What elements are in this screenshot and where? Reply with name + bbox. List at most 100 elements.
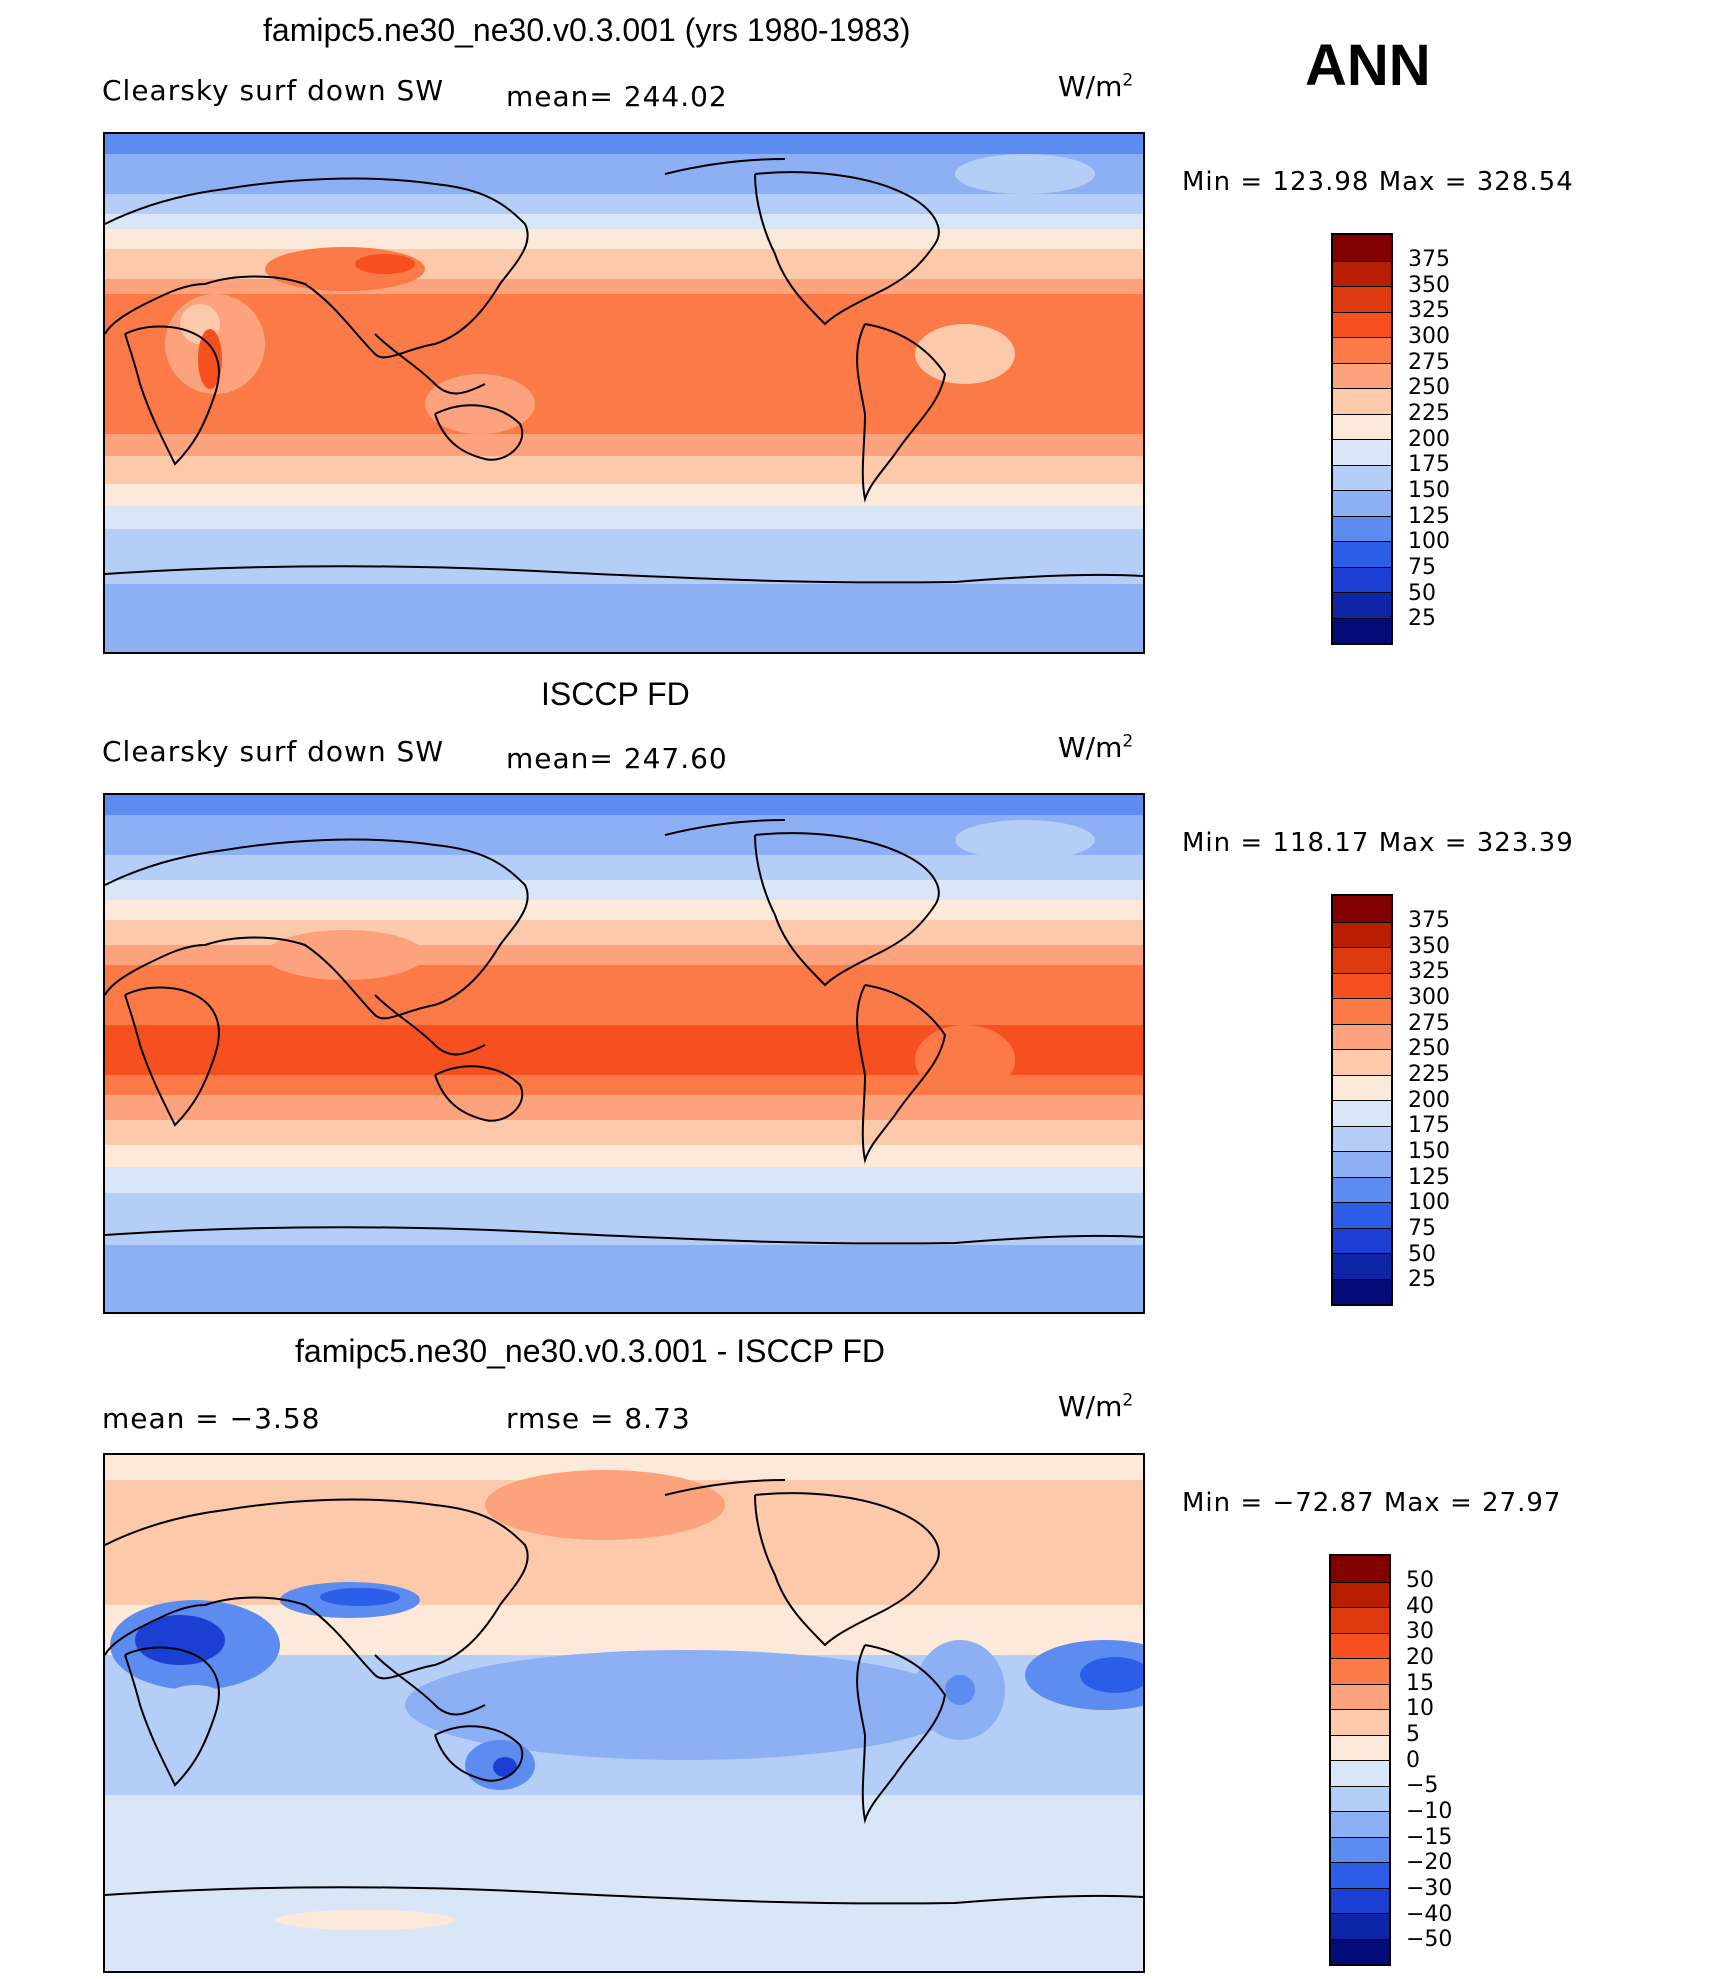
panel-2-tick: 225 <box>1408 1062 1450 1087</box>
panel-2-colorbar <box>1331 894 1393 1306</box>
panel-2-mean-label: mean= 247.60 <box>506 742 728 775</box>
colorbar-box <box>1333 566 1391 592</box>
panel-3-tick: 20 <box>1406 1645 1434 1670</box>
panel-1-tick: 125 <box>1408 504 1450 529</box>
panel-2-tick: 200 <box>1408 1088 1450 1113</box>
panel-3-minmax: Min = −72.87 Max = 27.97 <box>1182 1488 1562 1518</box>
panel-3-units: W/m2 <box>1058 1390 1134 1423</box>
panel-1-tick: 225 <box>1408 401 1450 426</box>
panel-3-tick: 5 <box>1406 1722 1420 1747</box>
colorbar-box <box>1331 1785 1389 1811</box>
colorbar-box <box>1331 1862 1389 1888</box>
panel-1-map <box>103 132 1145 654</box>
panel-2-minmax: Min = 118.17 Max = 323.39 <box>1182 828 1574 858</box>
colorbar-box <box>1333 1227 1391 1253</box>
colorbar-box <box>1333 1049 1391 1075</box>
panel-1-tick: 150 <box>1408 478 1450 503</box>
panel-1-tick: 350 <box>1408 273 1450 298</box>
colorbar-box <box>1331 1913 1389 1939</box>
panel-2-contour-bands <box>105 795 1143 1312</box>
panel-3-tick: −50 <box>1406 1927 1453 1952</box>
panel-3-tick: 0 <box>1406 1748 1420 1773</box>
colorbar-box <box>1331 1556 1389 1582</box>
panel-2-units: W/m2 <box>1058 731 1134 764</box>
colorbar-box <box>1331 1709 1389 1735</box>
panel-1-coastlines <box>105 158 1143 584</box>
colorbar-box <box>1333 439 1391 465</box>
colorbar-box <box>1333 592 1391 618</box>
panel-2-tick: 125 <box>1408 1165 1450 1190</box>
panel-3-tick: −10 <box>1406 1799 1453 1824</box>
panel-1-mean-label: mean= 244.02 <box>506 80 728 113</box>
panel-2-title: ISCCP FD <box>541 676 690 712</box>
colorbar-box <box>1333 413 1391 439</box>
panel-1-tick: 75 <box>1408 555 1436 580</box>
panel-3-title: famipc5.ne30_ne30.v0.3.001 - ISCCP FD <box>295 1333 885 1369</box>
panel-2-colorbar-labels: 375 350 325 300 275 250 225 200 175 150 … <box>1408 894 1488 1306</box>
colorbar-box <box>1333 1074 1391 1100</box>
panel-3-tick: 10 <box>1406 1696 1434 1721</box>
panel-3-tick: −15 <box>1406 1825 1453 1850</box>
colorbar-box <box>1333 1023 1391 1049</box>
panel-1-tick: 375 <box>1408 247 1450 272</box>
panel-2-variable-label: Clearsky surf down SW <box>102 735 445 768</box>
panel-3-tick: 50 <box>1406 1568 1434 1593</box>
panel-1-colorbar <box>1331 233 1393 645</box>
colorbar-box <box>1333 896 1391 922</box>
panel-2-tick: 175 <box>1408 1113 1450 1138</box>
season-label: ANN <box>1305 33 1431 98</box>
colorbar-box <box>1333 260 1391 286</box>
panel-3-contour-bands <box>105 1455 1143 1971</box>
panel-2-tick: 250 <box>1408 1036 1450 1061</box>
colorbar-box <box>1333 286 1391 312</box>
panel-2-tick: 150 <box>1408 1139 1450 1164</box>
panel-2-map <box>103 793 1145 1314</box>
panel-1-variable-label: Clearsky surf down SW <box>102 74 445 107</box>
panel-3-tick: −5 <box>1406 1773 1439 1798</box>
panel-1-tick: 250 <box>1408 375 1450 400</box>
colorbar-box <box>1333 362 1391 388</box>
panel-3-tick: 40 <box>1406 1594 1434 1619</box>
colorbar-box <box>1331 1632 1389 1658</box>
colorbar-box <box>1331 1887 1389 1913</box>
panel-1-minmax: Min = 123.98 Max = 328.54 <box>1182 167 1574 197</box>
panel-3-tick: 30 <box>1406 1619 1434 1644</box>
colorbar-box <box>1331 1683 1389 1709</box>
panel-1-tick: 300 <box>1408 324 1450 349</box>
panel-2-tick: 25 <box>1408 1267 1436 1292</box>
panel-3-tick: 15 <box>1406 1671 1434 1696</box>
panel-2-coastlines <box>105 819 1143 1245</box>
colorbar-box <box>1331 1607 1389 1633</box>
colorbar-box <box>1331 1811 1389 1837</box>
panel-1-title: famipc5.ne30_ne30.v0.3.001 (yrs 1980-198… <box>263 12 911 48</box>
colorbar-box <box>1331 1938 1389 1964</box>
colorbar-box <box>1331 1760 1389 1786</box>
panel-1-tick: 50 <box>1408 581 1436 606</box>
colorbar-box <box>1333 388 1391 414</box>
colorbar-box <box>1333 947 1391 973</box>
panel-3-tick: −40 <box>1406 1902 1453 1927</box>
panel-3-map <box>103 1453 1145 1973</box>
panel-1-tick: 275 <box>1408 350 1450 375</box>
colorbar-box <box>1333 464 1391 490</box>
colorbar-box <box>1333 998 1391 1024</box>
colorbar-box <box>1333 617 1391 643</box>
colorbar-box <box>1331 1836 1389 1862</box>
panel-2-tick: 275 <box>1408 1011 1450 1036</box>
panel-3-colorbar <box>1329 1554 1391 1966</box>
panel-3-colorbar-labels: 50 40 30 20 15 10 5 0 −5 −10 −15 −20 −30… <box>1406 1554 1496 1966</box>
panel-2-tick: 350 <box>1408 934 1450 959</box>
colorbar-box <box>1333 1202 1391 1228</box>
colorbar-box <box>1333 337 1391 363</box>
colorbar-box <box>1333 515 1391 541</box>
colorbar-box <box>1333 311 1391 337</box>
colorbar-box <box>1333 1125 1391 1151</box>
colorbar-box <box>1333 235 1391 261</box>
panel-2-tick: 325 <box>1408 959 1450 984</box>
panel-1-tick: 200 <box>1408 427 1450 452</box>
colorbar-box <box>1333 1253 1391 1279</box>
colorbar-box <box>1333 1278 1391 1304</box>
panel-2-tick: 50 <box>1408 1242 1436 1267</box>
panel-1-tick: 175 <box>1408 452 1450 477</box>
panel-2-tick: 375 <box>1408 908 1450 933</box>
